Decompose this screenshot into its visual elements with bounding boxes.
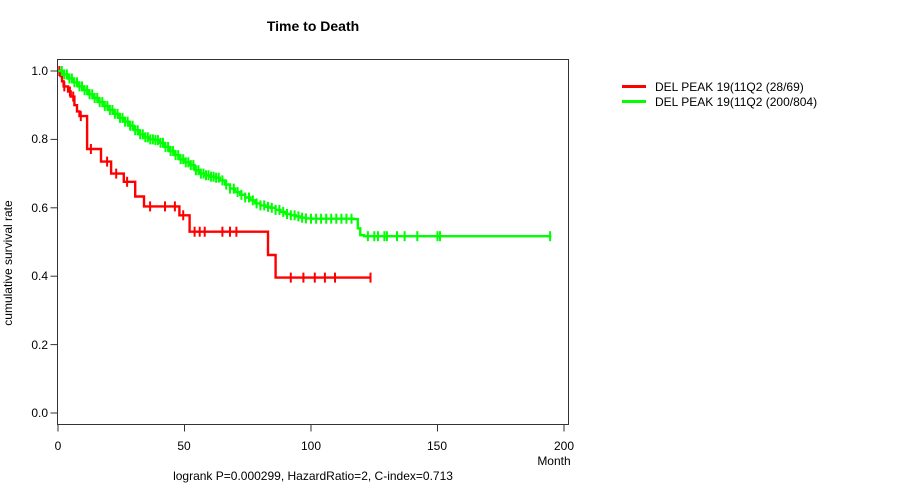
legend-line-icon xyxy=(622,85,646,88)
x-tick-label-100: 100 xyxy=(300,439,322,453)
legend-item-del-peak-red: DEL PEAK 19(11Q2 (28/69) xyxy=(622,79,817,94)
legend: DEL PEAK 19(11Q2 (28/69) DEL PEAK 19(11Q… xyxy=(622,79,817,109)
y-tick-label-0.6: 0.6 xyxy=(31,201,48,215)
y-tick-label-0.8: 0.8 xyxy=(31,132,48,146)
axis-tick-marks xyxy=(50,70,565,432)
legend-line-icon xyxy=(622,100,646,103)
stats-caption: logrank P=0.000299, HazardRatio=2, C-ind… xyxy=(173,469,453,483)
legend-item-del-peak-green: DEL PEAK 19(11Q2 (200/804) xyxy=(622,94,817,109)
plot-box xyxy=(57,59,569,425)
x-axis-title: Month xyxy=(537,454,571,468)
x-tick-label-0: 0 xyxy=(54,439,62,453)
km-curves xyxy=(58,66,552,283)
legend-label: DEL PEAK 19(11Q2 (200/804) xyxy=(655,94,818,109)
legend-label: DEL PEAK 19(11Q2 (28/69) xyxy=(655,79,804,94)
x-tick-label-50: 50 xyxy=(177,439,191,453)
x-tick-label-200: 200 xyxy=(553,439,575,453)
x-tick-label-150: 150 xyxy=(426,439,448,453)
page-title: Time to Death xyxy=(266,18,360,34)
km-curve xyxy=(58,69,552,238)
y-tick-label-0.2: 0.2 xyxy=(31,338,48,352)
y-tick-label-0.4: 0.4 xyxy=(31,269,48,283)
y-axis-title: cumulative survival rate xyxy=(1,200,15,326)
y-tick-label-0.0: 0.0 xyxy=(31,406,48,420)
y-tick-label-1.0: 1.0 xyxy=(31,64,48,78)
